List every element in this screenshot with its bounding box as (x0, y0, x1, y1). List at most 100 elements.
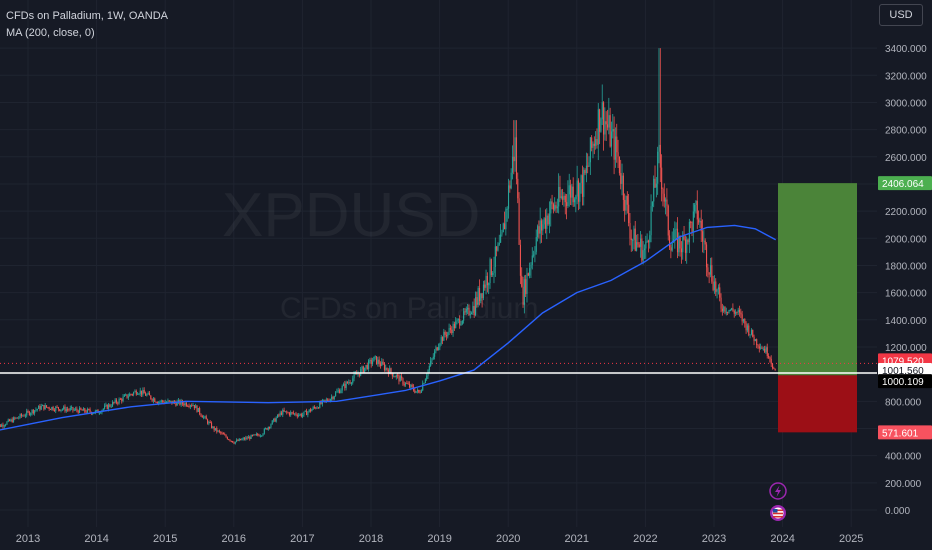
candle-body (160, 400, 162, 402)
candle-body (311, 409, 313, 412)
candle-body (519, 244, 521, 276)
x-tick-label: 2021 (565, 533, 589, 545)
candle-body (760, 347, 762, 349)
candle-body (593, 143, 595, 146)
candle-body (191, 405, 193, 407)
candle-body (27, 411, 29, 413)
candle-body (151, 398, 153, 401)
candle-body (501, 232, 503, 235)
candle-body (531, 255, 533, 265)
candle-body (362, 366, 364, 373)
candle-body (147, 393, 149, 395)
candle-body (205, 416, 207, 420)
candle-body (1, 424, 3, 427)
candle-body (461, 320, 463, 324)
candle-body (456, 319, 458, 322)
candle-body (601, 102, 603, 120)
x-tick-label: 2019 (427, 533, 451, 545)
x-tick-label: 2025 (839, 533, 863, 545)
candle-body (292, 412, 294, 414)
candle-body (556, 206, 558, 209)
candle-body (207, 419, 209, 424)
price-label: 1000.109 (882, 377, 924, 388)
candle-body (428, 365, 430, 370)
candle-body (315, 407, 317, 409)
candle-body (572, 186, 574, 203)
candle-body (134, 390, 136, 393)
candle-body (445, 334, 448, 337)
candle-body (559, 186, 561, 198)
candle-body (725, 311, 727, 313)
candle-body (653, 178, 655, 202)
candle-body (622, 175, 624, 200)
candle-body (430, 360, 432, 366)
currency-button[interactable]: USD (879, 4, 923, 26)
candle-body (81, 409, 83, 411)
candle-body (154, 398, 156, 402)
price-label: 571.601 (882, 428, 919, 439)
candle-body (126, 394, 128, 398)
candle-body (331, 396, 333, 400)
candle-body (560, 196, 562, 198)
candle-body (34, 410, 36, 414)
candle-body (436, 347, 438, 351)
y-tick-label: 400.000 (885, 452, 922, 463)
ma-200-line (0, 224, 777, 431)
candle-body (647, 240, 650, 243)
candle-body (550, 201, 552, 214)
candle-body (166, 401, 168, 403)
candle-body (200, 413, 202, 416)
candle-body (130, 394, 132, 396)
symbol-title[interactable]: CFDs on Palladium, 1W, OANDA (6, 10, 168, 22)
candle-body (399, 376, 401, 382)
candle-body (383, 364, 386, 370)
indicator-title[interactable]: MA (200, close, 0) (6, 27, 95, 39)
candle-body (308, 409, 310, 412)
candle-body (482, 284, 485, 299)
candle-body (702, 231, 704, 242)
y-tick-label: 3200.000 (885, 71, 927, 82)
candle-body (727, 311, 729, 313)
candle-body (253, 434, 255, 436)
candle-body (562, 196, 564, 200)
x-tick-label: 2016 (222, 533, 246, 545)
us-flag-icon[interactable] (770, 505, 786, 521)
y-tick-label: 3400.000 (885, 44, 927, 55)
candle-body (741, 314, 743, 322)
lightning-icon[interactable] (769, 482, 787, 500)
candle-body (709, 265, 712, 275)
candle-body (73, 409, 75, 411)
candle-body (278, 414, 280, 416)
candle-body (42, 404, 44, 407)
candle-body (539, 220, 541, 234)
candle-body (192, 405, 194, 407)
candle-body (749, 334, 751, 336)
candle-body (732, 308, 734, 311)
candle-body (275, 417, 277, 422)
candle-body (394, 376, 396, 378)
candle-body (508, 185, 510, 209)
candle-body (742, 318, 745, 322)
candle-body (79, 407, 81, 413)
candle-body (515, 137, 518, 179)
candle-body (377, 359, 379, 365)
candle-body (661, 167, 663, 190)
candle-body (498, 242, 500, 245)
candle-body (228, 439, 230, 441)
candle-body (372, 361, 374, 365)
candle-body (625, 196, 627, 211)
candle-body (251, 434, 254, 436)
candle-body (366, 365, 368, 370)
candle-body (496, 246, 498, 251)
candle-body (246, 437, 248, 439)
candle-body (460, 323, 462, 326)
candle-body (438, 347, 440, 351)
candle-body (199, 408, 201, 414)
candle-body (762, 348, 764, 350)
candle-body (125, 394, 127, 396)
candle-body (543, 218, 545, 225)
candle-body (435, 347, 437, 352)
candle-body (614, 136, 617, 160)
candle-body (723, 306, 725, 312)
